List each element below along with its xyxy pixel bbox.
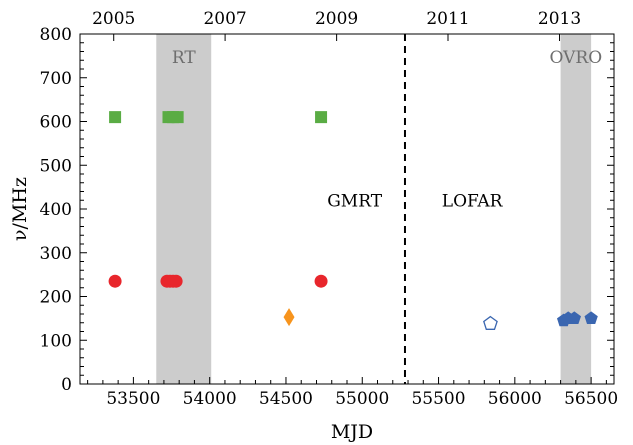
data-point-pentagon-open-0 [483,315,498,330]
data-point-diamond-0 [283,308,295,327]
band-1 [560,34,592,384]
top-tick-label-0: 2005 [92,9,135,29]
data-point-circle-5 [314,274,328,288]
y-tick-label-4: 400 [40,200,72,220]
labels-layer: RT OVRO GMRT LOFAR [172,48,602,211]
data-point-circle-0 [108,274,122,288]
data-point-pentagon-2 [567,311,581,324]
data-point-square-3 [171,111,184,124]
region-label-1: LOFAR [442,191,504,211]
x-tick-label-4: 55500 [411,389,465,409]
band-0 [156,34,212,384]
x-tick-label-5: 56000 [488,389,542,409]
ticks-layer: 53500 54000 54500 55000 55500 56000 56500 0 100 2… [40,9,619,409]
data-point-square-4 [315,111,328,124]
band-label-0: RT [172,48,197,68]
top-tick-label-4: 2013 [538,9,581,29]
x-tick-label-6: 56500 [564,389,618,409]
y-tick-label-6: 600 [40,113,72,133]
data-point-pentagon-3 [584,311,598,324]
x-tick-label-2: 54500 [259,389,313,409]
x-tick-label-0: 53500 [106,389,160,409]
y-axis-title: ν/MHz [9,177,31,241]
band-label-1: OVRO [550,48,603,68]
data-point-circle-4 [169,274,183,288]
y-tick-label-8: 800 [40,25,72,45]
top-tick-label-1: 2007 [203,9,246,29]
region-label-0: GMRT [327,191,382,211]
y-tick-label-7: 700 [40,69,72,89]
x-tick-label-3: 55000 [335,389,389,409]
y-tick-label-3: 300 [40,244,72,264]
y-tick-label-5: 500 [40,156,72,176]
y-tick-label-2: 200 [40,288,72,308]
top-tick-label-3: 2011 [426,9,469,29]
x-tick-label-1: 54000 [183,389,237,409]
y-tick-label-1: 100 [40,331,72,351]
x-axis-title: MJD [331,421,373,443]
points-layer [108,111,598,330]
y-tick-label-0: 0 [61,375,72,395]
top-tick-label-2: 2009 [315,9,358,29]
data-point-square-0 [109,111,122,124]
bands-layer [156,34,592,384]
